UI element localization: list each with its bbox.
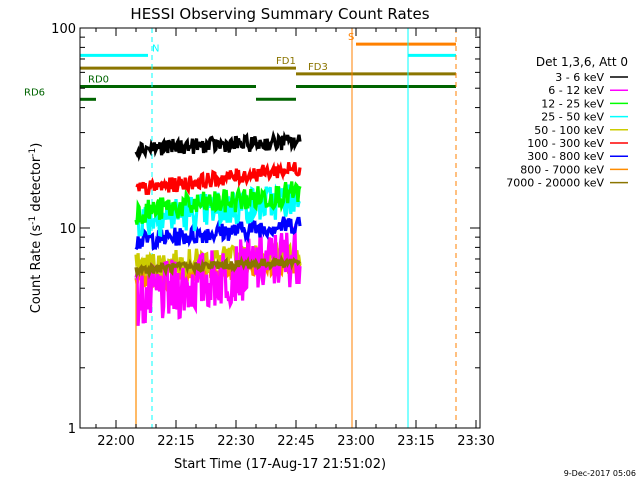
y-axis-label-close: ) [29,143,44,148]
x-tick-label: 22:30 [217,434,254,449]
y-axis-label-tail-sup: -1 [28,148,38,157]
y-axis-label-main: Count Rate (s [29,225,44,314]
axes: 22:00 22:15 22:30 22:45 23:00 23:15 23:30 1 10 10… [51,22,495,449]
x-tick-label: 23:30 [457,434,494,449]
status-bar-label: FD3 [308,62,328,73]
x-tick-label: 22:00 [97,434,134,449]
legend-label: 7000 - 20000 keV [506,177,604,190]
status-bar-label: FD1 [276,56,296,67]
y-tick-label: 100 [51,22,76,37]
legend-label: 100 - 300 keV [527,137,604,150]
status-bar-label: RD6 [24,87,45,98]
legend-label: 12 - 25 keV [541,97,604,110]
series-line [134,216,302,251]
y-tick-label: 1 [68,422,76,437]
legend-label: 25 - 50 keV [541,111,604,124]
legend-label: 50 - 100 keV [534,124,604,137]
series-line [134,129,302,162]
chart-title: HESSI Observing Summary Count Rates [130,5,429,23]
series-lines [134,129,302,428]
series-line [135,161,302,196]
footer-date: 9-Dec-2017 05:06 [564,469,636,478]
status-bars: N S FD1 FD3 RD0 RD6 [24,32,456,101]
status-bar-label: RD0 [88,74,109,85]
x-tick-label: 23:00 [337,434,374,449]
status-bar-label: N [152,43,159,54]
legend-label: 6 - 12 keV [548,84,604,97]
y-tick-label: 10 [59,222,76,237]
y-axis-label: Count Rate (s-1 detector-1) [28,143,44,314]
y-axis-label-tail: detector [29,156,44,216]
x-tick-label: 22:15 [157,434,194,449]
legend-label: 300 - 800 keV [527,150,604,163]
x-axis-label: Start Time (17-Aug-17 21:51:02) [174,457,386,472]
series-line [134,254,301,280]
series-line [134,181,302,225]
legend-label: 800 - 7000 keV [520,163,604,176]
legend-title: Det 1,3,6, Att 0 [536,55,628,69]
x-tick-label: 23:15 [397,434,434,449]
legend-label: 3 - 6 keV [555,71,604,84]
status-bar-label: S [348,32,354,43]
series-line [134,226,302,326]
y-axis-label-sup: -1 [28,216,38,225]
x-tick-label: 22:45 [277,434,314,449]
